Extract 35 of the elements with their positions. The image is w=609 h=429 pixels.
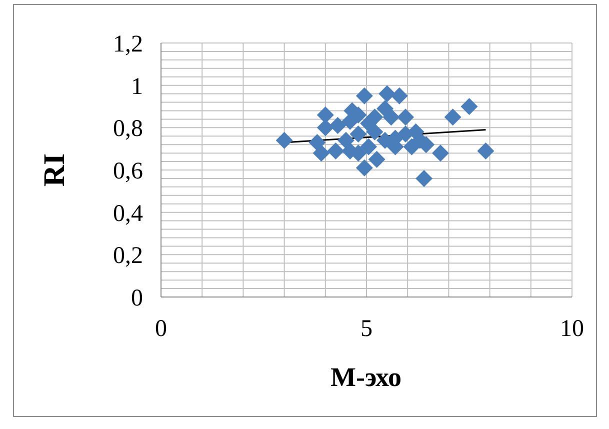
point bbox=[444, 108, 462, 126]
point bbox=[356, 159, 373, 176]
point bbox=[397, 108, 414, 126]
y-tick-label: 0,8 bbox=[113, 116, 143, 142]
point bbox=[477, 142, 494, 160]
point bbox=[356, 87, 373, 104]
point bbox=[308, 134, 326, 151]
y-tick-label: 1 bbox=[131, 74, 143, 100]
y-tick-label: 0,4 bbox=[113, 200, 143, 227]
point bbox=[316, 119, 334, 136]
point bbox=[316, 106, 334, 124]
y-tick-label: 0,6 bbox=[113, 158, 143, 185]
x-axis-title: M-эхо bbox=[330, 362, 402, 393]
point bbox=[376, 100, 394, 118]
y-tick-label: 0 bbox=[131, 286, 143, 312]
point bbox=[368, 150, 386, 168]
y-tick-label: 0,2 bbox=[113, 243, 143, 270]
point bbox=[350, 126, 367, 143]
point bbox=[312, 144, 330, 162]
point bbox=[378, 85, 396, 102]
y-tick-label: 1,2 bbox=[113, 32, 143, 58]
point bbox=[329, 117, 346, 134]
point bbox=[390, 87, 408, 104]
point bbox=[337, 132, 354, 149]
y-axis-title: RI bbox=[38, 153, 72, 187]
point bbox=[360, 138, 378, 156]
point bbox=[360, 114, 378, 132]
point bbox=[460, 98, 478, 115]
point bbox=[416, 170, 433, 187]
point bbox=[276, 132, 293, 149]
point bbox=[432, 144, 449, 162]
point bbox=[327, 142, 344, 160]
x-tick-label: 0 bbox=[155, 316, 167, 342]
x-tick-label: 10 bbox=[560, 316, 584, 342]
x-tick-label: 5 bbox=[360, 316, 372, 342]
